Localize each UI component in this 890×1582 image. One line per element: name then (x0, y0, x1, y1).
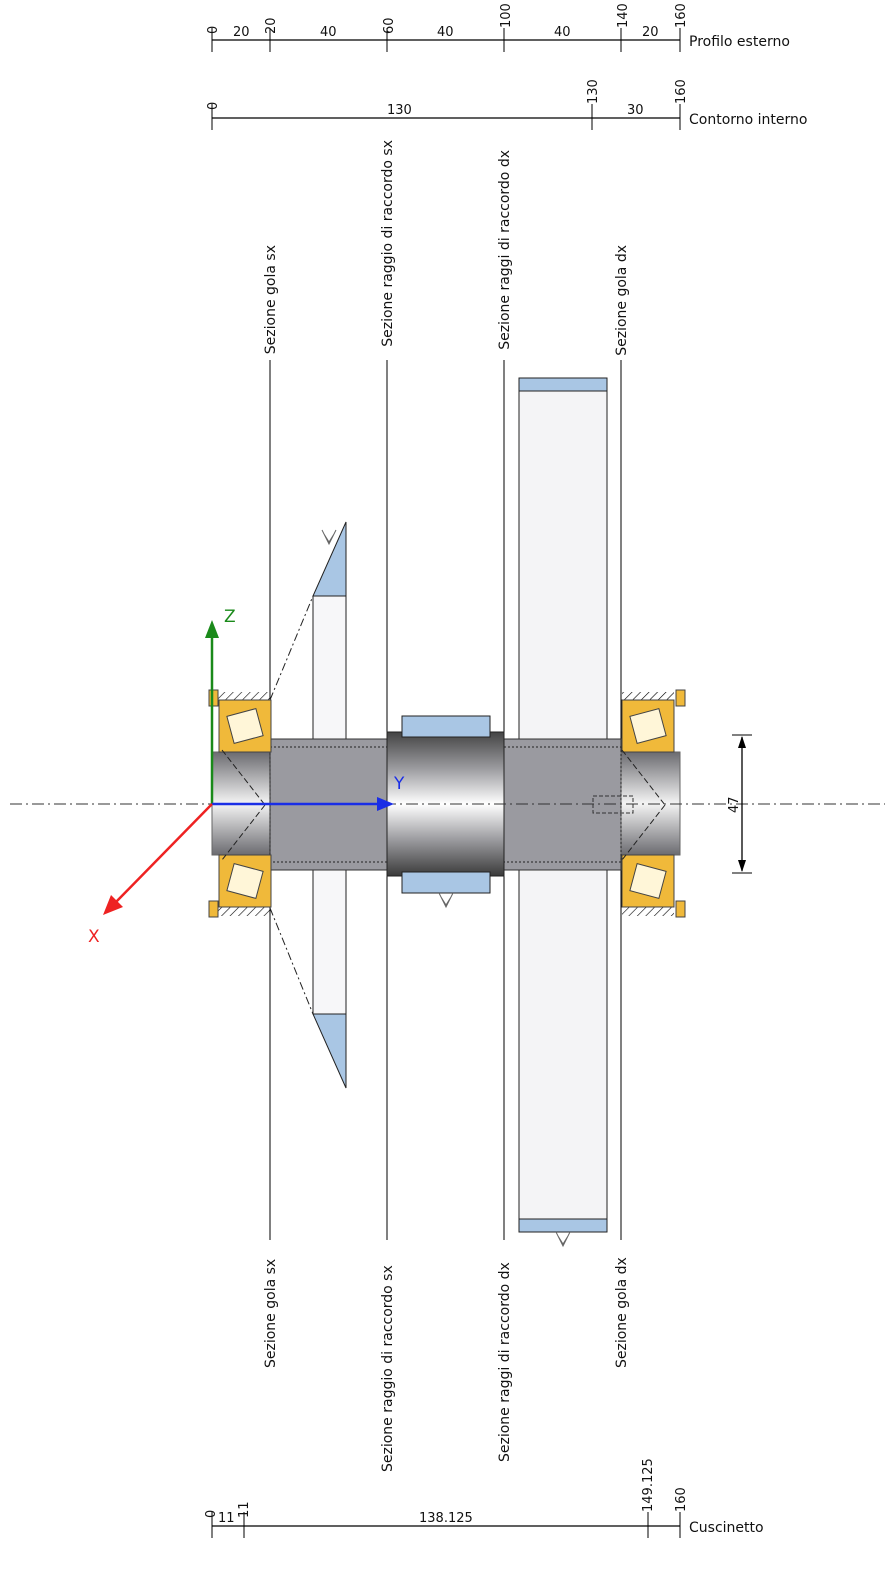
axis-z-label: Z (224, 607, 236, 627)
shaft (211, 715, 681, 909)
bearing-left-bottom (208, 854, 272, 918)
inner-mark-130: 130 (586, 79, 601, 104)
outer-mark-20: 20 (264, 17, 279, 34)
diameter-dimension: 47 (727, 734, 752, 874)
diameter-value: 47 (727, 796, 742, 813)
bearing-seg-2: 138.125 (419, 1511, 473, 1526)
bearing-row-label: Cuscinetto (689, 1520, 764, 1536)
inner-seg-1: 130 (387, 103, 412, 118)
section-labels-bottom: Sezione gola sx Sezione raggio di raccor… (263, 1257, 630, 1472)
outer-mark-100: 100 (499, 3, 514, 28)
bearing-left-top (208, 689, 272, 753)
outer-mark-0: 0 (206, 26, 221, 34)
dimension-row-outer-profile: 0 20 60 100 140 160 20 40 40 40 20 Profi… (206, 3, 790, 52)
axis-x-label: X (88, 927, 100, 947)
axis-y-label: Y (393, 774, 405, 794)
bearing-right-top (621, 689, 686, 753)
bearing-mark-149: 149.125 (641, 1458, 656, 1512)
label-gola-dx-top: Sezione gola dx (614, 245, 630, 356)
outer-mark-60: 60 (382, 17, 397, 34)
section-labels-top: Sezione gola sx Sezione raggio di raccor… (263, 140, 630, 356)
outer-seg-3: 40 (437, 25, 454, 40)
dimension-row-inner-contour: 0 130 160 130 30 Contorno interno (206, 79, 807, 130)
dimension-row-bearing: 0 11 149.125 160 11 138.125 Cuscinetto (204, 1458, 764, 1538)
bearing-mark-160: 160 (674, 1487, 689, 1512)
outer-mark-160: 160 (674, 3, 689, 28)
label-raggi-dx-bottom: Sezione raggi di raccordo dx (497, 1262, 513, 1462)
bearing-right-bottom (621, 854, 686, 918)
outer-seg-4: 40 (554, 25, 571, 40)
bearing-mark-11: 11 (237, 1501, 252, 1518)
outer-seg-2: 40 (320, 25, 337, 40)
bearing-mark-0: 0 (204, 1510, 219, 1518)
bearing-seg-1: 11 (218, 1511, 235, 1526)
label-raggio-sx-bottom: Sezione raggio di raccordo sx (380, 1265, 396, 1472)
label-raggi-dx-top: Sezione raggi di raccordo dx (497, 150, 513, 350)
axis-x-arrow: X (88, 803, 213, 947)
inner-mark-0: 0 (206, 102, 221, 110)
outer-seg-5: 20 (642, 25, 659, 40)
bearing-contact-lines (221, 749, 666, 861)
inner-contour-label: Contorno interno (689, 112, 807, 128)
outer-seg-1: 20 (233, 25, 250, 40)
outer-profile-label: Profilo esterno (689, 34, 790, 50)
inner-seg-2: 30 (627, 103, 644, 118)
axis-y-arrow: Y (212, 774, 405, 811)
outer-mark-140: 140 (616, 3, 631, 28)
label-gola-sx-bottom: Sezione gola sx (263, 1259, 279, 1368)
axis-z-arrow: Z (205, 607, 236, 804)
label-raggio-sx-top: Sezione raggio di raccordo sx (380, 140, 396, 347)
inner-mark-160: 160 (674, 79, 689, 104)
label-gola-dx-bottom: Sezione gola dx (614, 1257, 630, 1368)
label-gola-sx-top: Sezione gola sx (263, 245, 279, 354)
